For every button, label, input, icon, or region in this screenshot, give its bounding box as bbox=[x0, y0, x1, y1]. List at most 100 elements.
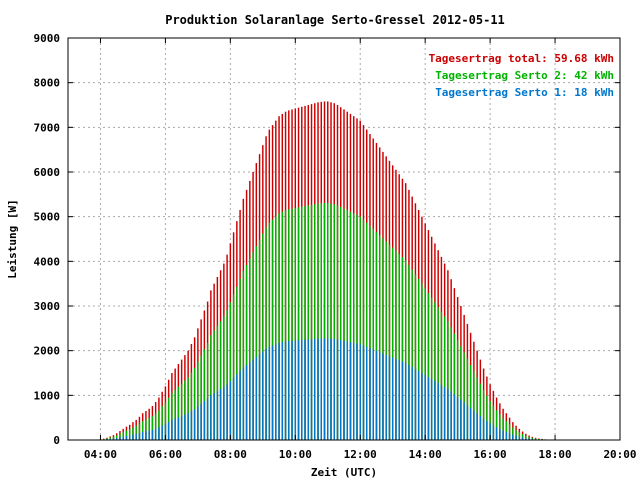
bar-series-1 bbox=[427, 293, 430, 440]
bar-series-1 bbox=[327, 202, 329, 440]
bar-series-2 bbox=[317, 338, 319, 440]
y-tick-label: 8000 bbox=[34, 77, 61, 90]
bar-series-2 bbox=[239, 370, 241, 440]
bar-series-1 bbox=[301, 206, 303, 440]
bar-series-1 bbox=[388, 244, 391, 440]
bar-series-1 bbox=[262, 233, 264, 440]
bar-series-2 bbox=[281, 342, 284, 440]
bar-series-2 bbox=[184, 414, 186, 440]
bar-series-2 bbox=[356, 343, 358, 440]
bar-series-1 bbox=[226, 310, 228, 440]
bar-series-1 bbox=[193, 368, 196, 440]
bar-series-1 bbox=[398, 253, 400, 440]
bar-series-1 bbox=[512, 427, 514, 440]
bar-series-2 bbox=[404, 362, 407, 440]
bar-series-2 bbox=[333, 338, 335, 440]
bar-series-2 bbox=[528, 438, 530, 440]
bar-series-1 bbox=[161, 406, 163, 440]
bar-series-1 bbox=[375, 232, 378, 440]
bar-series-2 bbox=[216, 391, 219, 440]
bar-series-2 bbox=[294, 340, 297, 440]
bar-series-2 bbox=[525, 438, 527, 440]
bar-series-2 bbox=[112, 438, 115, 440]
bar-series-2 bbox=[365, 346, 368, 440]
bar-series-2 bbox=[359, 344, 361, 440]
bar-series-1 bbox=[385, 241, 387, 440]
legend-entry-serto2: Tagesertrag Serto 2: 42 kWh bbox=[435, 69, 614, 82]
bar-series-2 bbox=[466, 405, 469, 440]
bar-series-1 bbox=[180, 383, 183, 440]
bar-series-1 bbox=[151, 416, 154, 440]
bar-series-2 bbox=[440, 385, 443, 440]
bar-series-1 bbox=[249, 258, 251, 440]
bar-series-2 bbox=[398, 360, 400, 440]
bar-series-2 bbox=[307, 339, 310, 440]
bar-series-2 bbox=[180, 415, 183, 440]
bar-series-2 bbox=[141, 431, 144, 440]
bar-series-1 bbox=[505, 421, 508, 440]
bar-series-2 bbox=[463, 402, 465, 440]
bar-series-1 bbox=[518, 432, 521, 440]
bar-series-1 bbox=[424, 288, 426, 440]
bar-series-1 bbox=[353, 213, 355, 440]
bar-series-2 bbox=[447, 389, 449, 440]
bar-series-1 bbox=[275, 216, 277, 440]
bar-series-1 bbox=[404, 260, 407, 440]
bar-series-2 bbox=[167, 421, 170, 440]
bar-series-2 bbox=[109, 438, 111, 440]
bar-series-1 bbox=[450, 327, 452, 440]
bar-series-2 bbox=[229, 381, 232, 440]
bar-series-1 bbox=[265, 227, 267, 440]
bar-series-2 bbox=[190, 411, 193, 440]
bar-series-1 bbox=[109, 437, 111, 440]
bar-series-1 bbox=[122, 432, 124, 440]
x-tick-labels: 04:00 06:00 08:00 10:00 12:00 14:00 16:00 18:00… bbox=[84, 448, 637, 461]
bar-series-2 bbox=[255, 356, 258, 440]
bar-series-1 bbox=[421, 283, 423, 440]
bar-series-1 bbox=[197, 361, 199, 440]
bar-series-2 bbox=[232, 377, 235, 440]
bar-series-1 bbox=[232, 294, 235, 440]
bar-series-2 bbox=[301, 340, 303, 440]
bar-series-2 bbox=[213, 393, 215, 440]
bar-series-2 bbox=[508, 433, 511, 440]
bar-series-2 bbox=[203, 401, 206, 440]
bar-series-1 bbox=[469, 364, 472, 440]
bar-series-2 bbox=[177, 417, 180, 440]
y-tick-label: 2000 bbox=[34, 345, 61, 358]
x-tick-label: 12:00 bbox=[344, 448, 377, 461]
bar-series-1 bbox=[482, 389, 485, 440]
bar-series-1 bbox=[479, 383, 482, 440]
bar-series-1 bbox=[382, 238, 384, 440]
bar-series-1 bbox=[138, 423, 141, 440]
bar-series-2 bbox=[297, 340, 300, 440]
bar-series-1 bbox=[128, 429, 131, 440]
bar-series-2 bbox=[125, 435, 128, 440]
bar-series-1 bbox=[372, 228, 374, 440]
bar-series-1 bbox=[528, 436, 530, 440]
bar-series-2 bbox=[492, 425, 495, 440]
bar-series-2 bbox=[320, 338, 323, 440]
bar-series-2 bbox=[512, 434, 514, 440]
bar-series-2 bbox=[375, 350, 378, 440]
y-tick-label: 1000 bbox=[34, 389, 61, 402]
bar-series-2 bbox=[473, 410, 475, 440]
bar-series-2 bbox=[482, 418, 485, 440]
bar-series-2 bbox=[245, 364, 248, 440]
bar-series-1 bbox=[476, 377, 478, 440]
bar-series-2 bbox=[275, 344, 277, 440]
bar-series-2 bbox=[278, 342, 280, 440]
bar-series-1 bbox=[119, 433, 121, 440]
x-tick-label: 18:00 bbox=[538, 448, 571, 461]
bar-series-1 bbox=[216, 325, 219, 440]
bar-series-1 bbox=[307, 205, 310, 440]
bar-series-1 bbox=[281, 211, 284, 440]
bar-series-2 bbox=[521, 437, 524, 440]
bar-series-1 bbox=[320, 203, 323, 440]
bar-series-2 bbox=[385, 354, 387, 440]
bar-series-2 bbox=[417, 370, 420, 440]
axis-ticks bbox=[68, 37, 621, 441]
bar-series-2 bbox=[382, 353, 384, 440]
bar-series-2 bbox=[210, 395, 212, 440]
